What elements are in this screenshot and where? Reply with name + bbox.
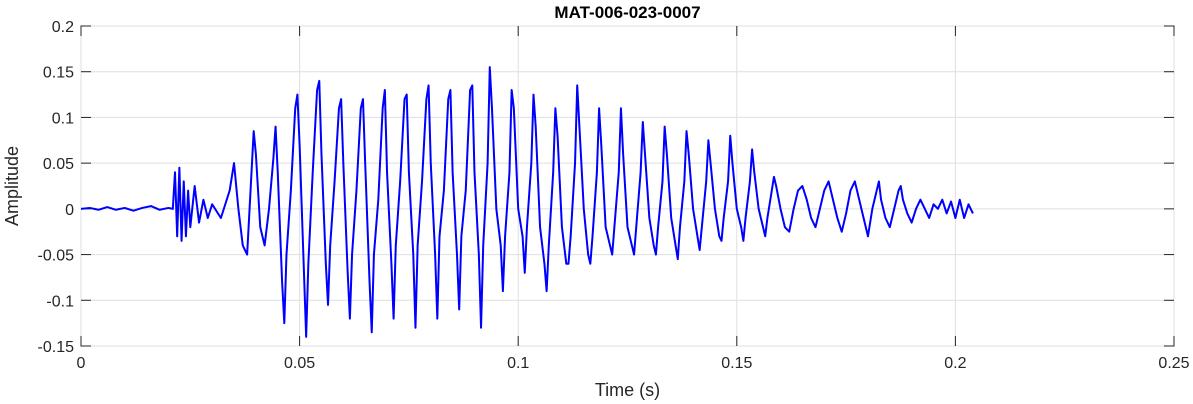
x-tick-label: 0.05	[284, 355, 315, 372]
x-tick-label: 0.2	[944, 355, 966, 372]
x-axis-label: Time (s)	[595, 380, 660, 400]
y-tick-label: 0.15	[43, 65, 74, 82]
amplitude-series-line	[80, 66, 974, 338]
chart-title: MAT-006-023-0007	[554, 3, 700, 22]
tick-labels: 0 0.05 0.1 0.15 0.2 0.25 -0.15 -0.1 -0.05 0 0.05 0.…	[38, 19, 1190, 372]
tick-marks	[80, 25, 1175, 347]
y-tick-label: -0.1	[46, 293, 74, 310]
x-tick-label: 0	[77, 355, 86, 372]
y-tick-label: 0.2	[52, 19, 74, 36]
y-tick-label: 0.1	[52, 110, 74, 127]
grid-lines	[80, 25, 1175, 347]
y-tick-label: -0.15	[38, 339, 75, 356]
y-axis-label: Amplitude	[2, 146, 22, 226]
x-tick-label: 0.1	[507, 355, 529, 372]
y-tick-label: 0.05	[43, 156, 74, 173]
y-tick-label: -0.05	[38, 248, 75, 265]
y-tick-label: 0	[65, 202, 74, 219]
x-tick-label: 0.25	[1158, 355, 1189, 372]
plot-area	[80, 25, 1175, 347]
x-tick-label: 0.15	[721, 355, 752, 372]
